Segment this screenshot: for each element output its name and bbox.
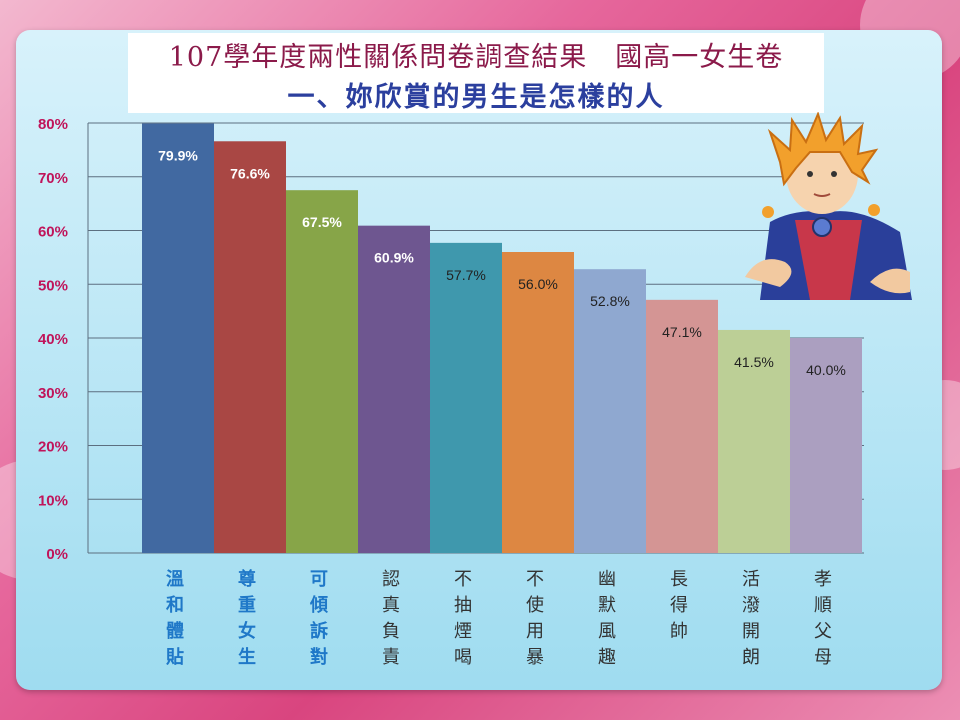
y-tick-label: 10% (38, 492, 68, 509)
category-label-char: 得 (670, 595, 688, 616)
category-label-char: 趣 (598, 647, 616, 668)
category-label-char: 和 (166, 595, 184, 616)
data-label: 56.0% (518, 276, 558, 292)
bar (142, 123, 214, 553)
category-label-char: 認 (382, 569, 400, 590)
bar (214, 141, 286, 553)
category-label-char: 不 (526, 569, 544, 590)
category-label-char: 母 (814, 647, 832, 668)
y-tick-label: 60% (38, 224, 68, 241)
category-label-char: 可 (310, 569, 328, 590)
data-label: 40.0% (806, 362, 846, 378)
data-label: 67.5% (302, 214, 342, 230)
category-label-char: 用 (526, 621, 544, 642)
category-label-char: 開 (742, 621, 760, 642)
y-tick-label: 50% (38, 277, 68, 294)
y-tick-label: 40% (38, 331, 68, 348)
bar (286, 190, 358, 553)
data-label: 60.9% (374, 250, 414, 266)
bar (574, 269, 646, 553)
y-tick-label: 30% (38, 385, 68, 402)
category-label-char: 孝 (814, 569, 832, 590)
category-label-char: 默 (598, 595, 616, 616)
category-label-char: 使 (526, 595, 544, 616)
y-tick-label: 0% (46, 546, 68, 563)
category-label-char: 活 (742, 569, 760, 590)
y-axis: 0% 10% 20% 30% 40% 50% 60% 70% 80% (38, 116, 89, 563)
category-label-char: 女 (238, 620, 256, 642)
category-label-char: 長 (670, 569, 688, 590)
data-labels: 79.9% 76.6% 67.5% 60.9% 57.7% 56.0% 52.8% 47.1%… (158, 148, 846, 378)
category-label-char: 抽 (454, 595, 472, 616)
category-label-char: 真 (382, 595, 400, 616)
category-label-char: 不 (454, 569, 472, 590)
category-label-char: 帥 (670, 621, 688, 642)
category-label-char: 幽 (598, 569, 616, 590)
category-label-char: 體 (166, 621, 184, 642)
category-label-char: 風 (598, 621, 616, 642)
y-tick-label: 80% (38, 116, 68, 133)
bars (142, 123, 862, 554)
category-label-char: 暴 (526, 647, 544, 668)
category-label-char: 尊 (238, 568, 256, 590)
y-tick-label: 20% (38, 439, 68, 456)
data-label: 79.9% (158, 148, 198, 164)
category-label-char: 喝 (454, 647, 472, 668)
data-label: 57.7% (446, 267, 486, 283)
y-tick-label: 70% (38, 170, 68, 187)
category-label-char: 責 (382, 647, 400, 668)
category-label-char: 潑 (742, 595, 760, 616)
bar (790, 338, 862, 553)
bar (502, 252, 574, 553)
category-label-char: 溫 (166, 568, 184, 590)
bar (718, 329, 790, 553)
chart-title: 107學年度兩性關係問卷調查結果 國高一女生卷 (168, 42, 784, 73)
category-label-char: 順 (814, 595, 832, 616)
category-label-char: 對 (310, 646, 328, 668)
little-prince-illustration (745, 112, 912, 300)
category-label-char: 訴 (310, 620, 328, 642)
category-label-char: 負 (382, 621, 400, 642)
category-label-char: 煙 (454, 621, 472, 642)
category-label-char: 傾 (309, 594, 329, 616)
category-label-char: 父 (814, 621, 832, 642)
data-label: 76.6% (230, 165, 270, 181)
data-label: 52.8% (590, 293, 630, 309)
bar (430, 242, 502, 554)
bar (358, 225, 430, 553)
category-label-char: 朗 (742, 647, 760, 668)
category-label-char: 重 (238, 594, 256, 616)
bar (646, 299, 718, 553)
data-label: 41.5% (734, 354, 774, 370)
data-label: 47.1% (662, 324, 702, 340)
category-label-char: 生 (238, 646, 256, 668)
title-box: 107學年度兩性關係問卷調查結果 國高一女生卷 一、妳欣賞的男生是怎樣的人 (128, 33, 824, 113)
chart-subtitle: 一、妳欣賞的男生是怎樣的人 (287, 82, 665, 113)
category-label-char: 貼 (166, 646, 184, 668)
